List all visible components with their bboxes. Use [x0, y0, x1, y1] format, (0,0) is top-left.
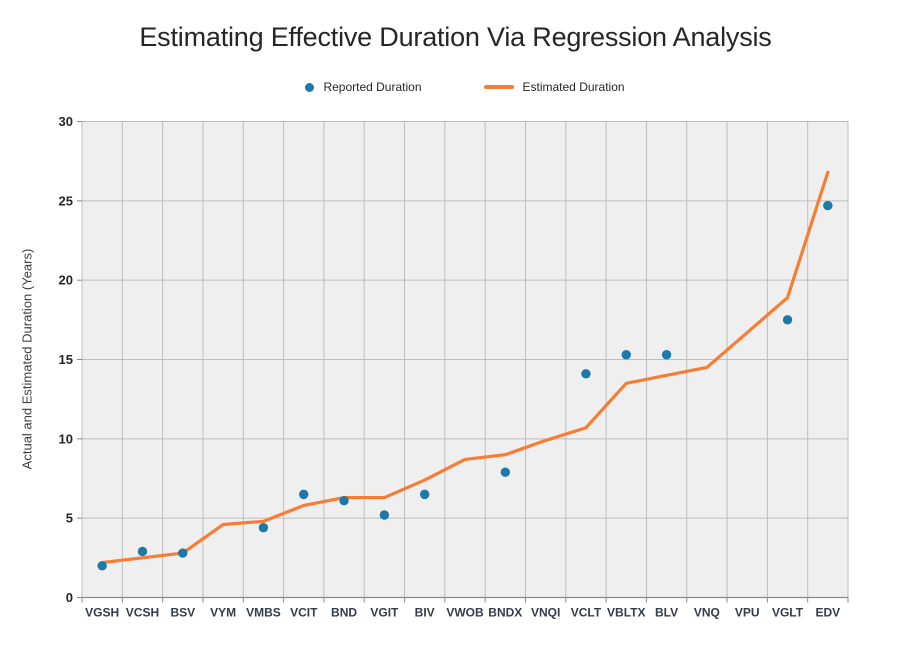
y-axis-title: Actual and Estimated Duration (Years) [19, 248, 35, 470]
svg-text:VMBS: VMBS [246, 606, 281, 620]
svg-text:25: 25 [59, 193, 73, 208]
svg-text:VGLT: VGLT [772, 606, 804, 620]
svg-text:VCIT: VCIT [290, 606, 318, 620]
svg-text:0: 0 [66, 590, 73, 605]
svg-text:VCSH: VCSH [126, 606, 159, 620]
estimated-duration-line-icon [483, 85, 514, 89]
svg-text:VGSH: VGSH [85, 606, 119, 620]
svg-text:VWOB: VWOB [446, 606, 484, 620]
svg-text:VYM: VYM [210, 606, 236, 620]
legend-label-estimated: Estimated Duration [522, 80, 625, 94]
svg-text:VGIT: VGIT [370, 606, 399, 620]
svg-text:BND: BND [331, 606, 357, 620]
svg-text:BIV: BIV [415, 606, 435, 620]
svg-text:BSV: BSV [170, 606, 195, 620]
svg-text:20: 20 [59, 273, 73, 288]
reported-duration-dot-icon [305, 82, 315, 92]
svg-text:15: 15 [59, 352, 73, 367]
svg-text:VBLTX: VBLTX [607, 606, 645, 620]
chart-legend: Reported Duration Estimated Duration [82, 80, 848, 94]
svg-text:30: 30 [59, 114, 73, 129]
legend-item-estimated: Estimated Duration [483, 80, 625, 94]
svg-text:5: 5 [66, 511, 73, 526]
svg-text:BNDX: BNDX [488, 606, 522, 620]
svg-text:VPU: VPU [735, 606, 760, 620]
chart-title: Estimating Effective Duration Via Regres… [139, 22, 772, 52]
svg-text:BLV: BLV [655, 606, 678, 620]
svg-text:EDV: EDV [815, 606, 840, 620]
svg-text:VNQ: VNQ [694, 606, 720, 620]
legend-item-reported: Reported Duration [305, 80, 422, 94]
svg-text:10: 10 [59, 431, 73, 446]
svg-text:VNQI: VNQI [531, 606, 560, 620]
svg-text:VCLT: VCLT [571, 606, 602, 620]
legend-label-reported: Reported Duration [323, 80, 422, 94]
